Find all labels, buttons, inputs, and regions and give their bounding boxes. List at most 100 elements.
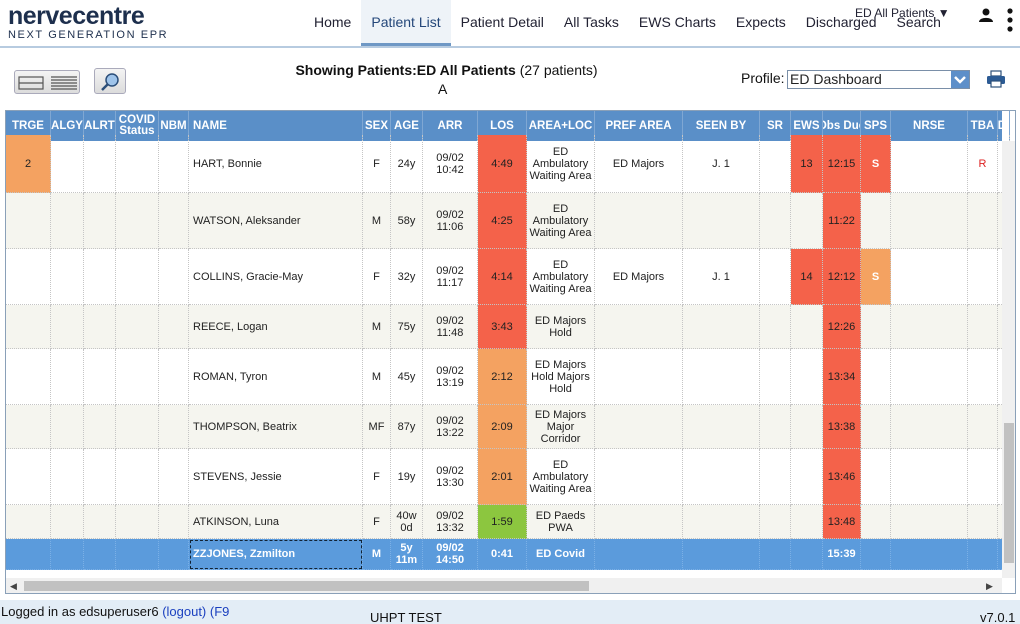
col-sr-cell (760, 305, 791, 349)
col-los-cell: 4:25 (478, 193, 527, 249)
nav-ews-charts[interactable]: EWS Charts (638, 14, 716, 30)
scroll-left-icon[interactable]: ◀ (10, 581, 17, 591)
showing-count: (27 patients) (519, 62, 598, 78)
view-toggle-button[interactable] (14, 70, 80, 94)
col-algy-header[interactable]: ALGY (51, 111, 84, 141)
col-pref-area-cell (595, 405, 683, 449)
col-seen-by-cell: J. 1 (683, 135, 760, 193)
col-sr-header[interactable]: SR (760, 111, 791, 141)
col-name-header[interactable]: NAME (189, 111, 363, 141)
horizontal-scroll-thumb[interactable] (24, 581, 589, 591)
col-trge-cell (6, 539, 51, 570)
patient-row[interactable]: WATSON, Aleksander M 58y 09/02 11:06 4:25 ED … (6, 193, 1010, 249)
col-los-cell: 1:59 (478, 505, 527, 539)
col-nbm-cell (159, 135, 189, 193)
horizontal-scrollbar[interactable]: ◀ ▶ (6, 578, 1002, 593)
col-age-cell: 87y (391, 405, 423, 449)
patient-row[interactable]: 2 HART, Bonnie F 24y 09/02 10:42 4:49 ED Ambul… (6, 135, 1010, 193)
col-sps-header[interactable]: SPS (861, 111, 891, 141)
col-alrt-cell (84, 405, 116, 449)
col-covid-header[interactable]: COVID Status (116, 111, 159, 141)
logout-link[interactable]: (logout) (162, 604, 207, 619)
col-name-cell[interactable]: ZZJONES, Zzmilton (189, 539, 363, 570)
col-name-cell[interactable]: ATKINSON, Luna (189, 505, 363, 539)
footer: Logged in as edsuperuser6 (logout) (F9 U… (0, 600, 1020, 624)
col-arr-header[interactable]: ARR (423, 111, 478, 141)
col-los-cell: 4:49 (478, 135, 527, 193)
col-sex-cell: F (363, 449, 391, 505)
patient-row[interactable]: COLLINS, Gracie-May F 32y 09/02 11:17 4:14 ED… (6, 249, 1010, 305)
col-name-cell[interactable]: HART, Bonnie (189, 135, 363, 193)
vertical-scrollbar[interactable] (1002, 141, 1015, 578)
col-nrse-header[interactable]: NRSE (891, 111, 968, 141)
vertical-scroll-thumb[interactable] (1004, 423, 1014, 563)
f9-link[interactable]: (F9 (209, 604, 230, 619)
search-patient-button[interactable] (94, 68, 126, 94)
nav-patient-list[interactable]: Patient List (361, 0, 451, 46)
col-sex-cell: MF (363, 405, 391, 449)
col-name-cell[interactable]: STEVENS, Jessie (189, 449, 363, 505)
profile-select[interactable]: ED Dashboard (787, 70, 970, 89)
col-tba-cell (968, 539, 998, 570)
col-seen-by-header[interactable]: SEEN BY (683, 111, 760, 141)
col-covid-cell (116, 349, 159, 405)
col-sr-cell (760, 249, 791, 305)
col-seen-by-cell (683, 405, 760, 449)
col-pref-area-cell (595, 505, 683, 539)
showing-patients-caption: Showing Patients:ED All Patients (27 pat… (0, 62, 893, 78)
col-trge-header[interactable]: TRGE (6, 111, 51, 141)
kebab-menu-icon[interactable] (1005, 6, 1015, 34)
col-nbm-cell (159, 405, 189, 449)
col-age-header[interactable]: AGE (391, 111, 423, 141)
col-nrse-cell (891, 405, 968, 449)
col-name-cell[interactable]: THOMPSON, Beatrix (189, 405, 363, 449)
col-seen-by-cell (683, 193, 760, 249)
col-name-cell[interactable]: ROMAN, Tyron (189, 349, 363, 405)
nav-all-tasks[interactable]: All Tasks (563, 14, 619, 30)
col-name-cell[interactable]: COLLINS, Gracie-May (189, 249, 363, 305)
context-list-dropdown[interactable]: ED All Patients ▼ (855, 6, 950, 20)
col-algy-cell (51, 505, 84, 539)
scroll-right-icon[interactable]: ▶ (986, 581, 993, 591)
col-nrse-cell (891, 135, 968, 193)
col-sps-cell (861, 449, 891, 505)
nav-patient-detail[interactable]: Patient Detail (460, 14, 544, 30)
col-los-cell: 2:12 (478, 349, 527, 405)
nav-home[interactable]: Home (314, 14, 352, 30)
patient-row[interactable]: THOMPSON, Beatrix MF 87y 09/02 13:22 2:09 ED … (6, 405, 1010, 449)
patient-row[interactable]: ROMAN, Tyron M 45y 09/02 13:19 2:12 ED Majors… (6, 349, 1010, 405)
user-icon[interactable] (979, 8, 993, 22)
nav-discharged[interactable]: Discharged (805, 14, 877, 30)
col-covid-cell (116, 405, 159, 449)
col-age-cell: 19y (391, 449, 423, 505)
col-tba-header[interactable]: TBA (968, 111, 998, 141)
print-icon[interactable] (986, 70, 1006, 88)
patient-row[interactable]: STEVENS, Jessie F 19y 09/02 13:30 2:01 ED Amb… (6, 449, 1010, 505)
col-alrt-header[interactable]: ALRT (84, 111, 116, 141)
col-area-header[interactable]: AREA+LOC (527, 111, 595, 141)
col-sr-cell (760, 505, 791, 539)
col-los-header[interactable]: LOS (478, 111, 527, 141)
patient-row[interactable]: ATKINSON, Luna F 40w 0d 09/02 13:32 1:59 ED P… (6, 505, 1010, 539)
col-pref-area-header[interactable]: PREF AREA (595, 111, 683, 141)
col-trge-cell (6, 305, 51, 349)
col-obs-due-header[interactable]: Obs Due (823, 111, 861, 141)
col-seen-by-cell: J. 1 (683, 249, 760, 305)
col-trge-cell (6, 349, 51, 405)
col-covid-cell (116, 249, 159, 305)
col-name-cell[interactable]: WATSON, Aleksander (189, 193, 363, 249)
col-ews-header[interactable]: EWS (791, 111, 823, 141)
col-sex-header[interactable]: SEX (363, 111, 391, 141)
patient-row[interactable]: ZZJONES, Zzmilton M 5y 11m 09/02 14:50 0:41 E… (6, 539, 1010, 570)
nav-expects[interactable]: Expects (735, 14, 786, 30)
col-alrt-cell (84, 505, 116, 539)
nav-search[interactable]: Search (896, 14, 941, 30)
col-di-header[interactable]: DI (998, 111, 1010, 141)
col-nbm-header[interactable]: NBM (159, 111, 189, 141)
patient-row[interactable]: REECE, Logan M 75y 09/02 11:48 3:43 ED Majors… (6, 305, 1010, 349)
col-alrt-cell (84, 249, 116, 305)
col-name-cell[interactable]: REECE, Logan (189, 305, 363, 349)
col-trge-cell (6, 193, 51, 249)
col-nrse-cell (891, 249, 968, 305)
alphabet-filter-letter[interactable]: A (438, 81, 448, 97)
